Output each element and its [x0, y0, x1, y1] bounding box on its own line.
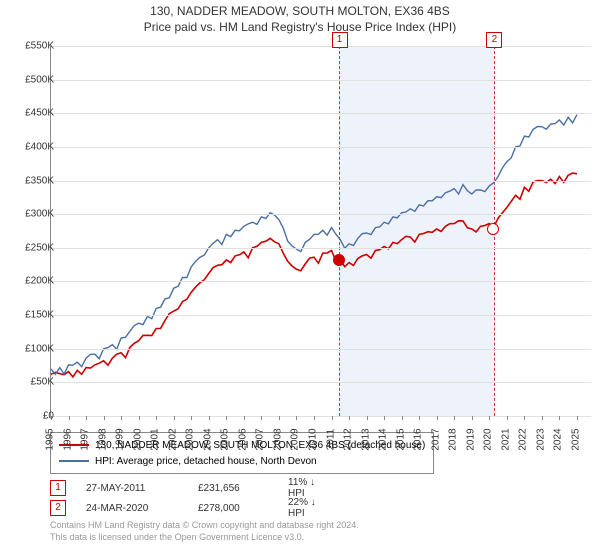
event-price: £278,000: [198, 503, 268, 514]
x-axis-label: 1997: [80, 428, 91, 450]
x-axis-label: 2022: [518, 428, 529, 450]
y-axis-label: £100K: [6, 343, 54, 354]
y-axis-label: £500K: [6, 74, 54, 85]
x-axis-label: 2019: [465, 428, 476, 450]
event-pct: 11% ↓ HPI: [288, 477, 328, 499]
x-axis-label: 2003: [185, 428, 196, 450]
x-axis-label: 2001: [150, 428, 161, 450]
chart-area: 12: [50, 46, 591, 417]
title-subtitle: Price paid vs. HM Land Registry's House …: [0, 20, 600, 34]
x-axis-label: 2014: [378, 428, 389, 450]
legend-swatch: [59, 460, 89, 462]
x-axis-label: 2016: [413, 428, 424, 450]
x-axis-label: 1995: [45, 428, 56, 450]
x-axis-label: 2008: [272, 428, 283, 450]
event-num-box: 1: [50, 480, 66, 496]
x-axis-label: 2021: [500, 428, 511, 450]
x-axis-label: 2020: [483, 428, 494, 450]
x-axis-label: 2005: [220, 428, 231, 450]
x-axis-label: 2011: [325, 429, 336, 451]
x-axis-label: 1996: [62, 428, 73, 450]
x-axis-label: 2006: [237, 428, 248, 450]
x-axis-label: 2002: [167, 428, 178, 450]
y-axis-label: £250K: [6, 242, 54, 253]
x-axis-label: 2025: [570, 428, 581, 450]
x-axis-label: 2007: [255, 428, 266, 450]
x-axis-label: 2024: [553, 428, 564, 450]
title-address: 130, NADDER MEADOW, SOUTH MOLTON, EX36 4…: [0, 4, 600, 18]
x-axis-label: 2000: [132, 428, 143, 450]
x-axis-label: 2010: [307, 428, 318, 450]
y-axis-label: £450K: [6, 108, 54, 119]
marker-num-box: 1: [332, 32, 348, 48]
x-axis-label: 2023: [535, 428, 546, 450]
title-block: 130, NADDER MEADOW, SOUTH MOLTON, EX36 4…: [0, 0, 600, 34]
x-axis-label: 2015: [395, 428, 406, 450]
x-axis-label: 2018: [448, 428, 459, 450]
event-row: 1 27-MAY-2011 £231,656 11% ↓ HPI: [50, 478, 328, 498]
marker-num-box: 2: [486, 32, 502, 48]
y-axis-label: £50K: [6, 377, 54, 388]
event-pct: 22% ↓ HPI: [288, 497, 328, 519]
event-row: 2 24-MAR-2020 £278,000 22% ↓ HPI: [50, 498, 328, 518]
x-axis-label: 2013: [360, 428, 371, 450]
x-axis-label: 1998: [97, 428, 108, 450]
legend-row: HPI: Average price, detached house, Nort…: [59, 453, 425, 469]
x-axis-label: 2004: [202, 428, 213, 450]
y-axis-label: £150K: [6, 310, 54, 321]
y-axis-label: £400K: [6, 141, 54, 152]
y-axis-label: £300K: [6, 209, 54, 220]
chart-svg: [51, 46, 591, 416]
x-axis-label: 2017: [430, 428, 441, 450]
chart-container: 130, NADDER MEADOW, SOUTH MOLTON, EX36 4…: [0, 0, 600, 560]
x-axis-label: 1999: [115, 428, 126, 450]
event-date: 24-MAR-2020: [86, 503, 178, 514]
y-axis-label: £550K: [6, 41, 54, 52]
y-axis-label: £350K: [6, 175, 54, 186]
event-num-box: 2: [50, 500, 66, 516]
license-text: Contains HM Land Registry data © Crown c…: [50, 520, 590, 543]
x-axis-label: 2009: [290, 428, 301, 450]
y-axis-label: £0: [6, 411, 54, 422]
event-date: 27-MAY-2011: [86, 483, 178, 494]
event-price: £231,656: [198, 483, 268, 494]
x-axis-label: 2012: [343, 428, 354, 450]
events-table: 1 27-MAY-2011 £231,656 11% ↓ HPI 2 24-MA…: [50, 478, 328, 518]
legend-label: HPI: Average price, detached house, Nort…: [95, 456, 317, 467]
y-axis-label: £200K: [6, 276, 54, 287]
